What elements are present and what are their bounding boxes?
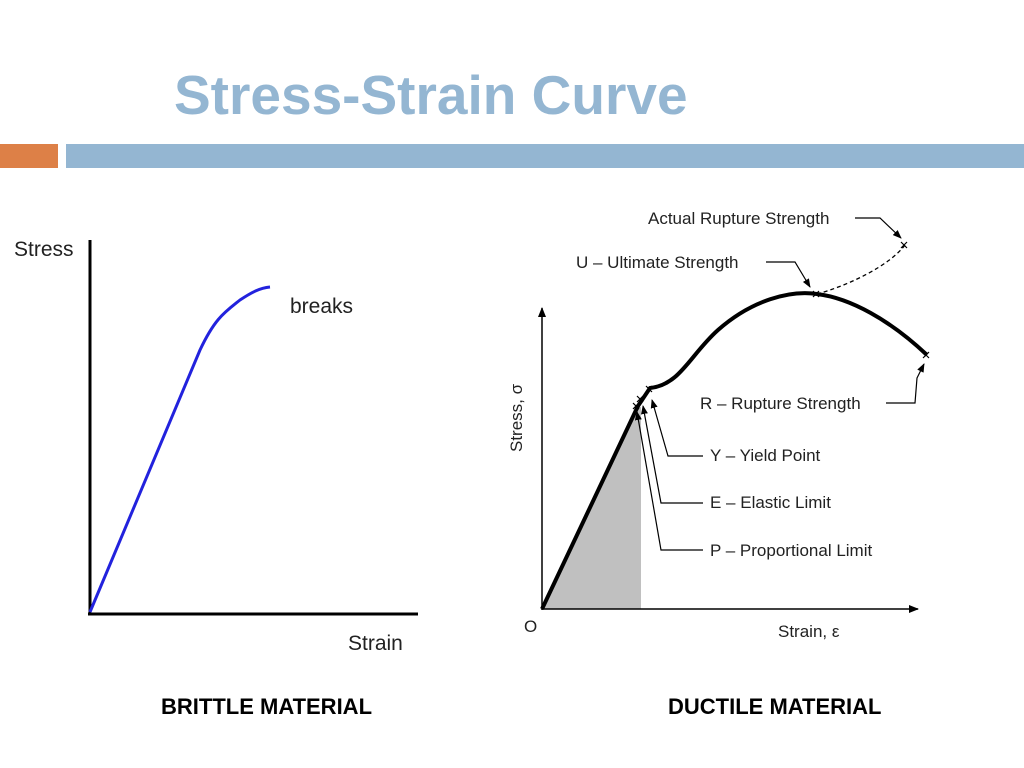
ultimate-point-marker: [812, 290, 820, 298]
slide-title: Stress-Strain Curve: [174, 64, 688, 126]
yield-point-label: Y – Yield Point: [710, 446, 821, 465]
yield-point-leader: [650, 399, 703, 457]
yield-point-marker: [645, 385, 653, 393]
curve-point-markers: [632, 241, 930, 410]
elastic-point-marker: [636, 395, 644, 403]
ductile-x-axis-label: Strain, ε: [778, 622, 840, 641]
rupture-point-marker: [922, 351, 930, 359]
ductile-y-axis-label: Stress, σ: [507, 383, 526, 452]
ductile-origin-label: O: [524, 617, 537, 636]
title-divider-bar: [66, 144, 1024, 168]
brittle-diagram: Stress Strain breaks: [14, 238, 418, 655]
actual-rupture-label: Actual Rupture Strength: [648, 209, 829, 228]
ductile-diagram: O Strain, ε Stress, σ Actual Rupture Str…: [507, 209, 930, 641]
brittle-curve: [88, 285, 271, 613]
ultimate-strength-leader: [766, 261, 811, 288]
elastic-limit-leader: [641, 405, 703, 504]
brittle-y-axis-label: Stress: [14, 238, 74, 261]
brittle-breaks-annotation: breaks: [290, 295, 353, 318]
elastic-limit-label: E – Elastic Limit: [710, 493, 831, 512]
brittle-x-axis-label: Strain: [348, 632, 403, 655]
proportional-point-marker: [632, 402, 640, 410]
ultimate-strength-label: U – Ultimate Strength: [576, 253, 739, 272]
rupture-strength-leader: [886, 363, 925, 404]
ductile-curve: [540, 291, 929, 610]
rupture-strength-label: R – Rupture Strength: [700, 394, 861, 413]
title-accent-bar: [0, 144, 58, 168]
proportional-limit-leader: [634, 411, 703, 551]
brittle-material-caption: BRITTLE MATERIAL: [161, 694, 373, 719]
actual-rupture-point-marker: [900, 241, 908, 249]
proportional-limit-label: P – Proportional Limit: [710, 541, 872, 560]
actual-rupture-curve: [816, 244, 906, 295]
ductile-material-caption: DUCTILE MATERIAL: [668, 694, 882, 719]
actual-rupture-leader: [855, 217, 902, 239]
